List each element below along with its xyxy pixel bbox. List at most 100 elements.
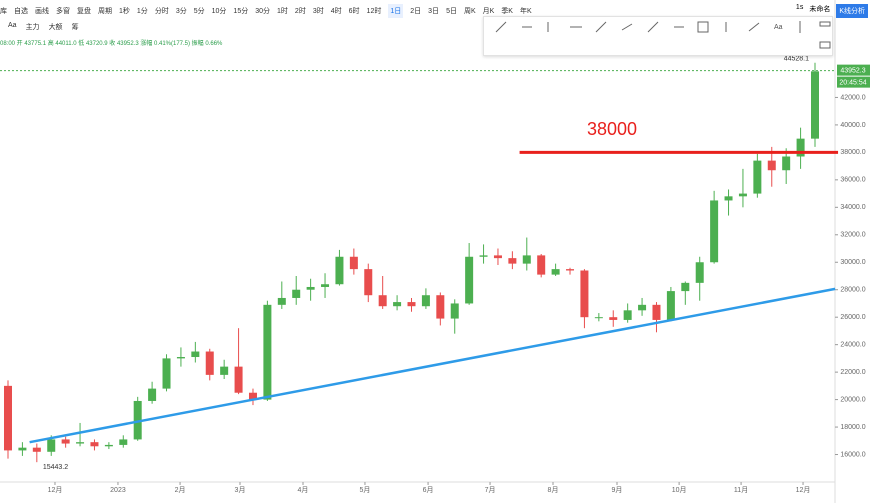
toolbar-item[interactable]: 2时 (294, 8, 306, 15)
y-tick-label: 40000.0 (840, 122, 865, 129)
drawing-toolbar[interactable]: Aa (483, 16, 833, 56)
toolbar-item[interactable]: 12时 (366, 8, 382, 15)
toolbar-item[interactable]: 4时 (330, 8, 342, 15)
tool-item[interactable]: 筹 (71, 24, 79, 31)
candle-body (176, 357, 185, 359)
time-box (837, 76, 870, 88)
candle-body (104, 444, 113, 447)
y-tick-label: 28000.0 (840, 287, 865, 294)
candle-body (76, 442, 85, 444)
candle-body (378, 295, 387, 307)
tool-item[interactable]: Aa (8, 22, 17, 29)
toolbar-right-item[interactable]: K线分析 (836, 4, 868, 18)
x-tick-label: 11月 (734, 486, 748, 494)
candle-body (4, 385, 12, 451)
toolbar-item[interactable]: 分时 (154, 8, 169, 15)
toolbar-item[interactable]: 2日 (410, 8, 422, 15)
y-tick-label: 34000.0 (840, 204, 865, 211)
toolbar-item[interactable]: 1时 (277, 8, 288, 15)
x-tick-label: 8月 (548, 486, 559, 494)
toolbar-item[interactable]: 30分 (255, 8, 271, 15)
y-tick-label: 42000.0 (840, 94, 865, 101)
candle-body (263, 304, 272, 400)
toolbar-item[interactable]: 3时 (312, 8, 324, 15)
toolbar-item[interactable]: 3分 (175, 8, 187, 15)
toolbar-item[interactable]: 5分 (193, 8, 205, 15)
candle-body (47, 439, 56, 452)
candle-body (119, 439, 128, 445)
toolbar-item[interactable]: 季K (501, 8, 513, 15)
y-tick-label: 22000.0 (840, 369, 865, 376)
toolbar-item[interactable]: 多窗 (56, 8, 70, 15)
x-tick-label: 6月 (423, 486, 434, 494)
y-tick-label: 30000.0 (840, 259, 865, 266)
tool-item[interactable]: 主力 (25, 24, 40, 31)
candle-body (638, 304, 647, 311)
ohlc-info: 08:00 开 43775.1 高 44011.0 低 43720.9 收 43… (0, 41, 223, 47)
toolbar-item[interactable]: 周K (463, 8, 476, 15)
toolbar-right-item[interactable]: 1s (795, 4, 804, 11)
toolbar-item[interactable]: 1秒 (119, 8, 130, 15)
toolbar-item[interactable]: 周期 (98, 8, 112, 15)
candle-body (811, 71, 819, 139)
candle-body (666, 291, 675, 320)
toolbar-right-item[interactable]: 未命名 (809, 6, 831, 13)
toolbar-item[interactable]: 画线 (35, 8, 49, 15)
candle-body (32, 447, 41, 452)
candle-body (436, 295, 445, 319)
toolbar-item[interactable]: 6时 (348, 8, 360, 15)
candle-body (18, 447, 27, 451)
candle-body (306, 286, 315, 290)
x-tick-label: 3月 (235, 486, 246, 494)
level-label: 38000 (587, 119, 637, 139)
y-tick-label: 24000.0 (840, 342, 865, 349)
low-label: 15443.2 (43, 464, 68, 471)
candle-body (162, 358, 171, 389)
toolbar-item[interactable]: 3日 (428, 8, 440, 15)
candle-body (90, 442, 99, 447)
tool-item[interactable]: 大额 (48, 24, 63, 31)
y-tick-label: 38000.0 (840, 149, 865, 156)
toolbar-item[interactable]: 库 (0, 8, 7, 15)
toolbar-item[interactable]: 年K (519, 8, 532, 15)
candle-body (61, 439, 70, 444)
candle-body (796, 138, 805, 157)
candle-body (493, 255, 502, 259)
trendline (29, 287, 836, 444)
candle-body (537, 255, 546, 275)
toolbar-item[interactable]: 月K (482, 8, 495, 15)
candle-body (782, 156, 791, 171)
tool-row: Aa 主力 大额 筹 (0, 22, 79, 36)
candle-body (133, 400, 142, 440)
candle-body (393, 302, 402, 307)
x-tick-label: 12月 (48, 486, 63, 494)
toolbar-item[interactable]: 10分 (211, 8, 227, 15)
candle-body (292, 289, 301, 298)
toolbar-item[interactable]: 1分 (136, 8, 148, 15)
toolbar-item[interactable]: 15分 (233, 8, 249, 15)
x-tick-label: 10月 (672, 486, 687, 494)
candle-body (277, 297, 286, 305)
candle-body (335, 256, 344, 285)
x-tick-label: 5月 (360, 486, 371, 494)
candle-body (753, 160, 762, 194)
candle-body (205, 351, 214, 375)
candle-body (465, 256, 474, 304)
candle-body (695, 262, 704, 283)
candle-body (248, 392, 257, 400)
candle-body (738, 193, 747, 197)
candle-body (594, 317, 603, 319)
x-tick-label: 2月 (175, 486, 186, 494)
toolbar-item[interactable]: 5日 (446, 8, 457, 15)
toolbar-item[interactable]: 1日 (388, 4, 404, 18)
candle-body (148, 388, 157, 401)
y-tick-label: 16000.0 (840, 451, 865, 458)
toolbar-item[interactable]: 复盘 (77, 8, 91, 15)
candle-body (623, 310, 632, 320)
toolbar-item[interactable]: 自选 (14, 8, 28, 15)
toolbar-right: 1s 未命名 K线分析 (796, 4, 868, 18)
y-tick-label: 20000.0 (840, 396, 865, 403)
x-tick-label: 7月 (485, 486, 496, 494)
